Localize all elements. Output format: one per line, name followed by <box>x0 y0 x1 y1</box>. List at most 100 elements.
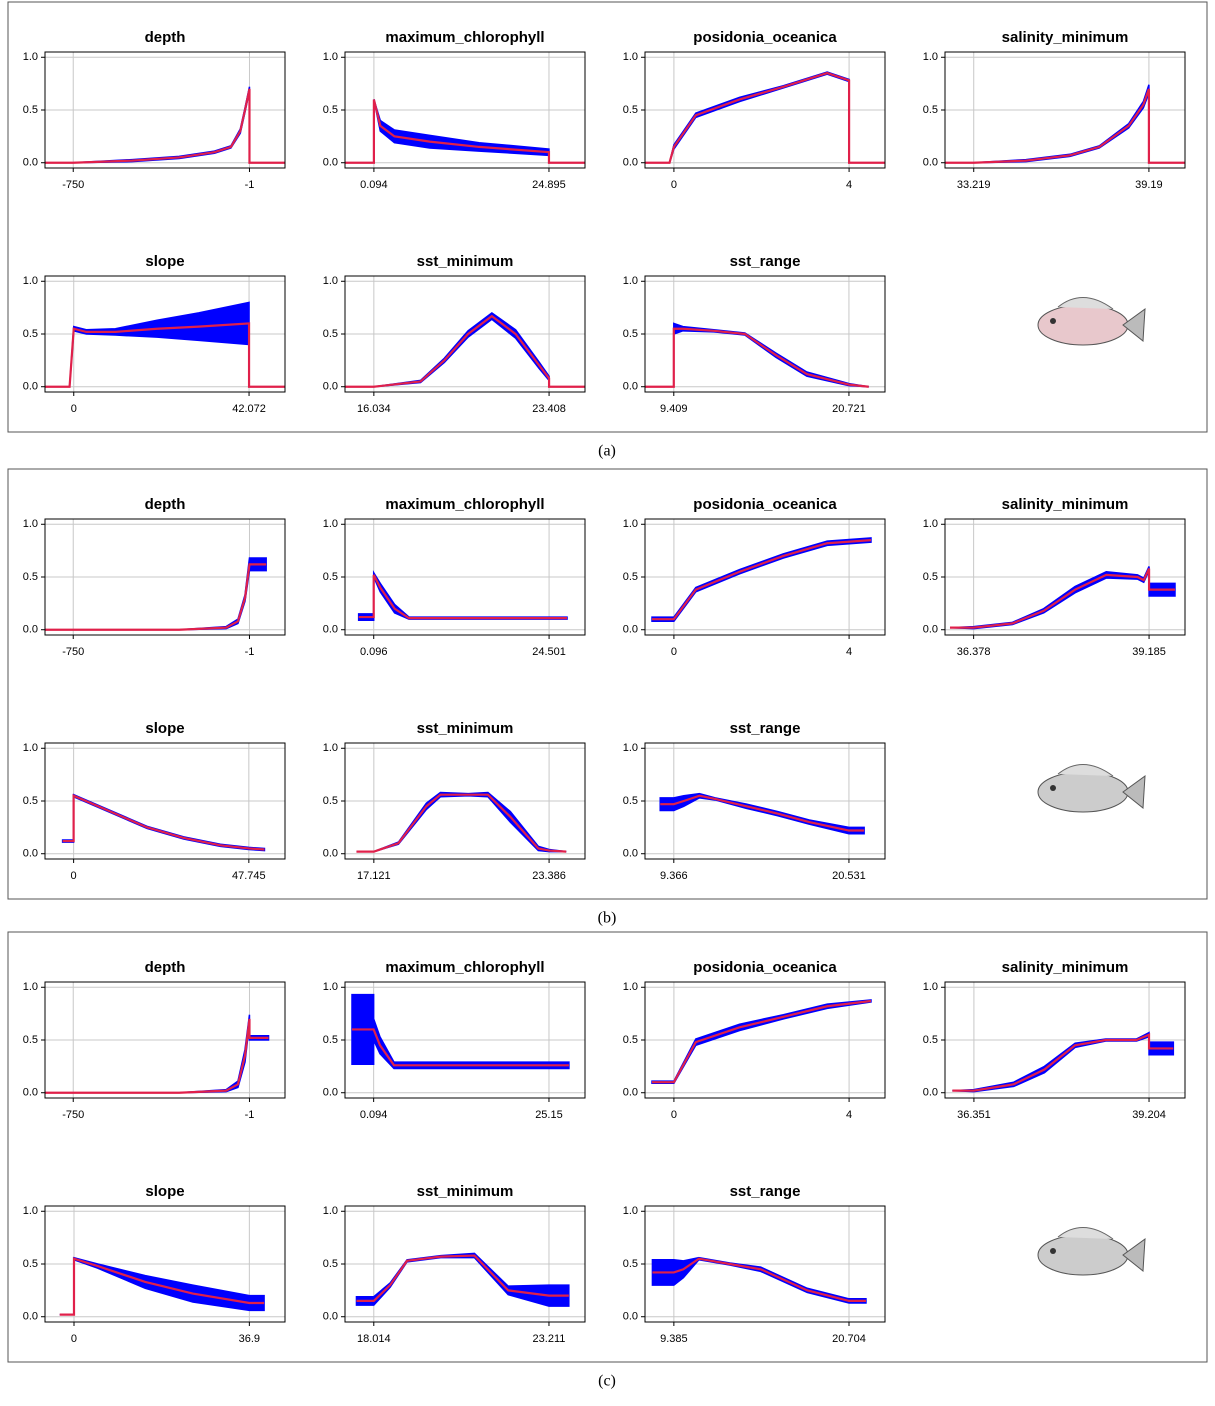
plot-frame <box>44 1205 286 1323</box>
y-tick-label: 1.0 <box>23 981 38 993</box>
error-band <box>645 322 869 388</box>
panel-label: (c) <box>598 1373 616 1390</box>
y-tick-label: 0.0 <box>23 157 38 169</box>
y-tick-label: 0.0 <box>323 848 338 860</box>
error-band <box>45 557 267 631</box>
chart-title: salinity_minimum <box>1002 959 1129 976</box>
y-tick-label: 1.0 <box>323 981 338 993</box>
y-tick-label: 0.0 <box>23 1311 38 1323</box>
x-tick-label: 39.185 <box>1132 646 1166 658</box>
x-tick-label: 24.895 <box>532 179 566 191</box>
y-tick-label: 0.0 <box>323 157 338 169</box>
plot-frame <box>44 51 286 169</box>
y-tick-label: 0.5 <box>623 571 638 583</box>
y-tick-label: 0.5 <box>323 1034 338 1046</box>
error-band <box>356 791 567 853</box>
chart-title: posidonia_oceanica <box>693 29 837 46</box>
x-tick-label: 4 <box>846 1109 852 1121</box>
response-line <box>660 794 865 832</box>
x-tick-label: 23.386 <box>532 870 566 882</box>
x-tick-label: 23.211 <box>533 1333 566 1345</box>
y-tick-label: 1.0 <box>323 518 338 530</box>
y-tick-label: 0.5 <box>623 328 638 340</box>
x-tick-label: 23.408 <box>532 403 566 415</box>
y-tick-label: 0.5 <box>323 104 338 116</box>
x-tick-label: 17.121 <box>357 870 391 882</box>
y-tick-label: 1.0 <box>923 518 938 530</box>
y-tick-label: 0.5 <box>323 795 338 807</box>
fish-body <box>1037 771 1129 813</box>
y-tick-label: 0.5 <box>323 1258 338 1270</box>
plot-frame <box>344 981 586 1099</box>
x-tick-label: 20.531 <box>832 870 866 882</box>
plot-frame <box>344 742 586 860</box>
x-tick-label: 36.351 <box>957 1109 991 1121</box>
response-line <box>950 568 1175 629</box>
fish-fin <box>1057 1227 1114 1240</box>
panel-frame <box>7 931 1208 1363</box>
y-tick-label: 0.5 <box>323 571 338 583</box>
response-line <box>45 563 267 631</box>
y-tick-label: 1.0 <box>923 51 938 63</box>
y-tick-label: 1.0 <box>623 51 638 63</box>
x-tick-label: 16.034 <box>357 403 391 415</box>
chart-title: maximum_chlorophyll <box>385 29 544 46</box>
y-tick-label: 0.5 <box>923 571 938 583</box>
plot-frame <box>44 981 286 1099</box>
error-band <box>45 301 285 388</box>
y-tick-label: 0.0 <box>23 624 38 636</box>
response-line <box>62 794 265 851</box>
x-tick-label: 0.094 <box>360 179 388 191</box>
y-tick-label: 1.0 <box>323 742 338 754</box>
fish-body <box>1037 304 1129 346</box>
species-illustration <box>1037 764 1146 813</box>
chart-title: slope <box>145 720 184 737</box>
y-tick-label: 0.5 <box>623 1258 638 1270</box>
x-tick-label: 9.409 <box>660 403 688 415</box>
fish-eye <box>1050 318 1056 324</box>
response-line <box>652 538 872 621</box>
panel-frame <box>7 1 1208 433</box>
fish-fin <box>1057 764 1114 777</box>
response-line <box>356 1254 569 1303</box>
response-line <box>356 793 567 853</box>
x-tick-label: -1 <box>245 179 255 191</box>
plot-frame <box>644 1205 886 1323</box>
y-tick-label: 0.5 <box>23 104 38 116</box>
x-tick-label: 25.15 <box>535 1109 563 1121</box>
y-tick-label: 0.5 <box>923 1034 938 1046</box>
x-tick-label: 20.721 <box>832 403 866 415</box>
plot-frame <box>344 51 586 169</box>
response-line <box>645 327 869 388</box>
fish-eye <box>1050 1248 1056 1254</box>
y-tick-label: 1.0 <box>23 275 38 287</box>
x-tick-label: -1 <box>245 646 255 658</box>
y-tick-label: 1.0 <box>623 1205 638 1217</box>
y-tick-label: 1.0 <box>623 742 638 754</box>
x-tick-label: 18.014 <box>357 1333 391 1345</box>
y-tick-label: 0.0 <box>323 624 338 636</box>
y-tick-label: 0.5 <box>623 104 638 116</box>
x-tick-label: 36.378 <box>957 646 991 658</box>
y-tick-label: 0.0 <box>23 1087 38 1099</box>
error-band <box>345 311 585 388</box>
y-tick-label: 1.0 <box>623 275 638 287</box>
error-band <box>952 1031 1175 1093</box>
x-tick-label: 0 <box>71 870 77 882</box>
chart-title: salinity_minimum <box>1002 29 1129 46</box>
x-tick-label: 0 <box>71 403 77 415</box>
chart-title: salinity_minimum <box>1002 496 1129 513</box>
y-tick-label: 0.0 <box>323 1087 338 1099</box>
species-illustration <box>1037 297 1146 346</box>
x-tick-label: 36.9 <box>239 1333 260 1345</box>
y-tick-label: 0.0 <box>923 624 938 636</box>
chart-title: sst_minimum <box>417 1183 514 1200</box>
x-tick-label: 20.704 <box>832 1333 866 1345</box>
chart-title: sst_range <box>730 1183 801 1200</box>
y-tick-label: 1.0 <box>23 1205 38 1217</box>
response-line <box>59 1257 265 1316</box>
plot-frame <box>44 518 286 636</box>
x-tick-label: 9.385 <box>660 1333 688 1345</box>
plot-frame <box>644 275 886 393</box>
species-illustration <box>1037 1227 1146 1276</box>
